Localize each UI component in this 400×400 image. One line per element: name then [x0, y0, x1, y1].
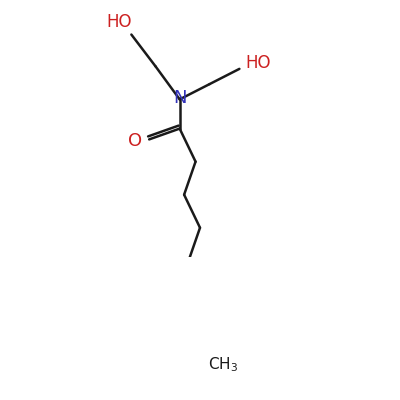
Text: CH$_3$: CH$_3$: [208, 356, 238, 374]
Text: N: N: [173, 89, 186, 107]
Text: HO: HO: [246, 54, 271, 72]
Text: O: O: [128, 132, 142, 150]
Text: HO: HO: [106, 13, 132, 31]
